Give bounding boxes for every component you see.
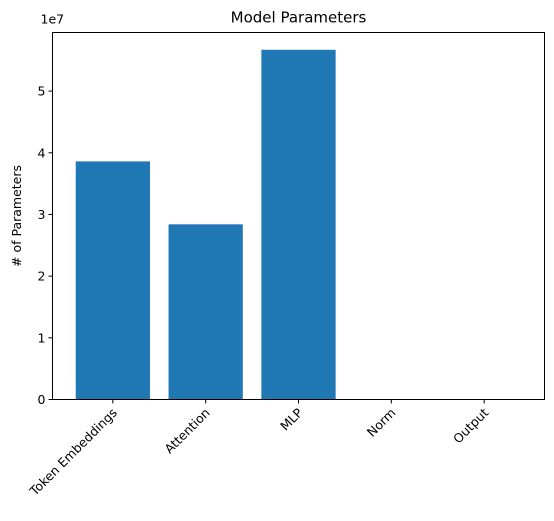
x-axis-ticks: Token Embeddings Attention MLP Norm Output bbox=[26, 399, 491, 499]
x-tick-label: MLP bbox=[277, 405, 306, 434]
x-tick-label: Norm bbox=[364, 405, 399, 440]
y-tick-label: 5 bbox=[38, 84, 46, 99]
bar-token-embeddings bbox=[75, 161, 150, 400]
bar-attention bbox=[168, 224, 243, 400]
y-axis-ticks: 0 1 2 3 4 5 bbox=[38, 84, 53, 407]
y-tick-label: 0 bbox=[38, 392, 46, 407]
y-axis-label: # of Parameters bbox=[9, 165, 24, 267]
plot-frame bbox=[52, 32, 545, 400]
y-tick-label: 1 bbox=[38, 330, 46, 345]
x-tick-label: Token Embeddings bbox=[26, 405, 120, 499]
y-tick-label: 2 bbox=[38, 269, 46, 284]
y-tick-label: 3 bbox=[38, 207, 46, 222]
y-axis-offset-label: 1e7 bbox=[41, 12, 65, 27]
x-tick-label: Attention bbox=[161, 405, 212, 456]
x-tick-label: Output bbox=[450, 405, 491, 446]
y-tick-label: 4 bbox=[38, 145, 46, 160]
bars-group bbox=[75, 49, 336, 400]
bar-mlp bbox=[261, 49, 336, 400]
chart-title: Model Parameters bbox=[231, 9, 367, 27]
